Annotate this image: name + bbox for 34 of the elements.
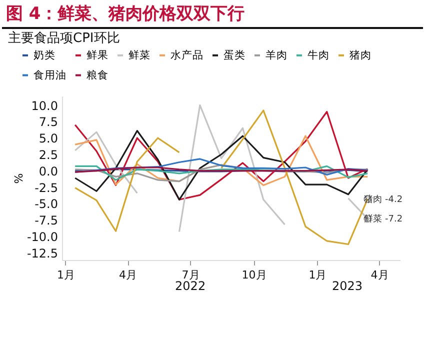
x-tick-label: 7月 xyxy=(182,268,200,282)
annotation: 鲜菜 -7.2 xyxy=(364,214,403,225)
y-tick-label: 10.0 xyxy=(31,98,58,113)
y-tick-label: -2.5 xyxy=(34,180,58,195)
annotation: 猪肉 -4.2 xyxy=(364,194,403,205)
legend-label: 猪肉 xyxy=(350,48,372,62)
y-tick-label: -12.5 xyxy=(26,246,58,260)
y-axis-title: % xyxy=(12,173,26,184)
x-tick-label: 1月 xyxy=(56,268,75,282)
x-tick-label: 10月 xyxy=(242,268,267,282)
legend-label: 鲜果 xyxy=(86,49,108,62)
y-tick-label: 2.5 xyxy=(38,148,58,162)
y-tick-label: 0.0 xyxy=(38,164,58,178)
chart-subtitle: 主要食品项CPI环比 xyxy=(7,30,121,48)
line-series xyxy=(74,158,368,176)
x-tick-label: 1月 xyxy=(308,268,327,282)
text: 2022 xyxy=(175,279,206,293)
legend-label: 鲜菜 xyxy=(128,48,150,62)
y-tick-label: 7.5 xyxy=(38,115,58,130)
y-tick-label: -10.0 xyxy=(26,230,58,244)
text: 2023 xyxy=(332,279,363,293)
y-tick-label: -7.5 xyxy=(34,214,58,228)
chart-title: 图 4：鲜菜、猪肉价格双双下行 xyxy=(2,0,423,29)
legend-label: 食用油 xyxy=(34,68,66,82)
y-tick-label: 5.0 xyxy=(38,132,58,146)
x-tick-label: 4月 xyxy=(370,268,389,282)
legend-label: 粮食 xyxy=(86,68,108,82)
legend-label: 奶类 xyxy=(34,48,56,62)
y-tick-label: -5.0 xyxy=(34,197,58,212)
legend-label: 蛋类 xyxy=(224,48,246,62)
x-tick-label: 4月 xyxy=(119,268,138,282)
legend-label: 牛肉 xyxy=(308,48,330,62)
legend-label: 水产品 xyxy=(170,48,204,62)
legend-label: 羊肉 xyxy=(266,49,288,62)
